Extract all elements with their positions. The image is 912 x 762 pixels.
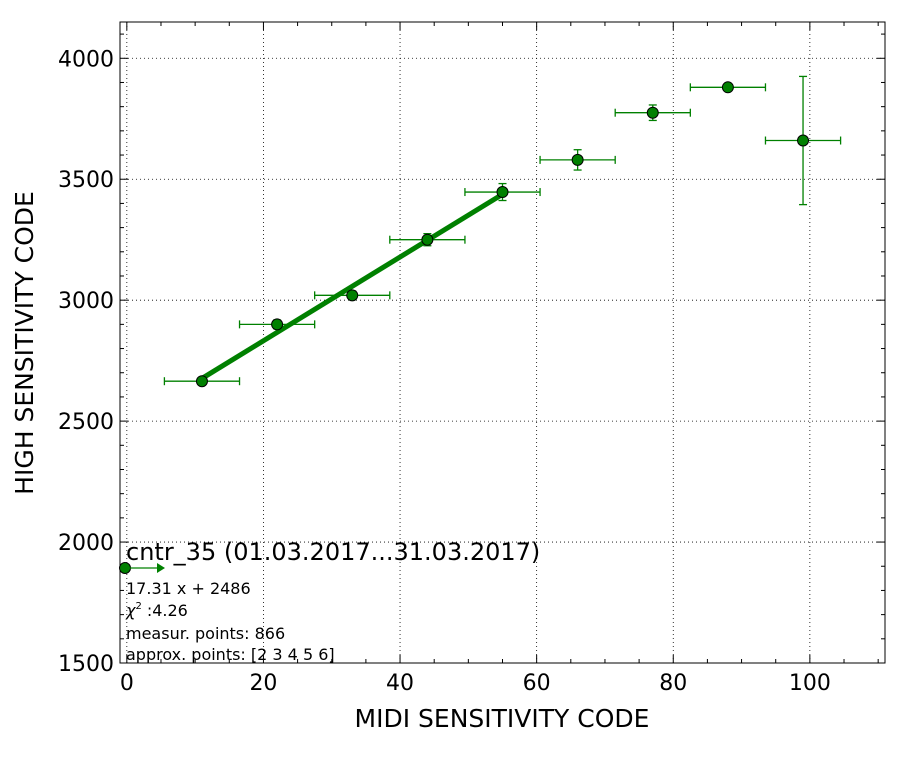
data-point-marker [797,134,810,147]
y-tick-label: 3500 [58,168,114,193]
annotation-chi-square: χ2 :4.26 [125,601,188,620]
chi-exponent: 2 [135,601,141,612]
data-point-marker [421,233,434,246]
chi-value: :4.26 [147,601,188,620]
data-point-marker [496,186,509,199]
plot-frame [119,21,886,664]
annotation-layer: cntr_35 (01.03.2017...31.03.2017) 17.31 … [119,538,540,664]
annotation-measur-points: measur. points: 866 [126,624,285,643]
annotation-equation: 17.31 x + 2486 [126,579,251,598]
y-tick-label: 4000 [58,47,114,72]
x-tick-label: 60 [523,671,551,696]
legend-arrow-head [157,563,165,573]
data-point-marker [346,289,359,302]
y-tick-label: 2000 [58,531,114,556]
x-tick-label: 20 [249,671,277,696]
y-tick-label: 1500 [58,652,114,677]
x-axis-title: MIDI SENSITIVITY CODE [355,704,650,733]
grid-layer [120,22,885,664]
data-point-marker [195,375,208,388]
tick-layer [120,22,885,664]
data-point-marker [571,153,584,166]
annotation-approx-points: approx. points: [2 3 4 5 6] [126,645,335,664]
y-tick-label: 2500 [58,410,114,435]
data-point-marker [721,81,734,94]
y-tick-label: 3000 [58,289,114,314]
x-tick-label: 0 [120,671,134,696]
fit-line [200,192,504,381]
data-point-marker [271,318,284,331]
x-tick-label: 100 [789,671,831,696]
chi-symbol: χ [125,601,136,620]
label-layer: 0 20 40 60 80 100 1500 2000 2500 3000 3500 4000 [58,47,831,696]
y-axis-title: HIGH SENSITIVITY CODE [10,191,39,495]
x-tick-label: 40 [386,671,414,696]
data-point-marker [646,106,659,119]
marker-layer [195,81,810,388]
annotation-title: cntr_35 (01.03.2017...31.03.2017) [126,538,540,566]
fit-layer [200,192,504,381]
x-tick-label: 80 [659,671,687,696]
